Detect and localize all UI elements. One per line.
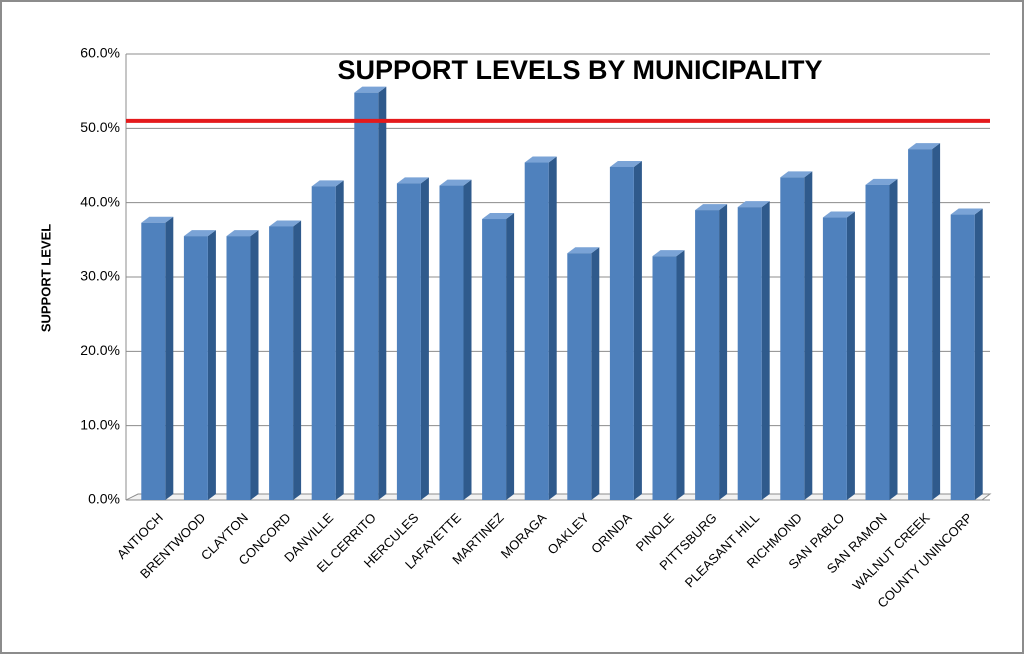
bar-top	[695, 204, 728, 211]
bar	[524, 162, 549, 500]
bar-top	[226, 230, 259, 237]
bar-side	[846, 211, 855, 501]
bar-side	[974, 208, 983, 500]
bar-side	[420, 177, 429, 500]
bar-side	[761, 201, 770, 501]
bar	[141, 222, 166, 500]
bar-side	[463, 179, 472, 500]
bar-side	[591, 247, 600, 500]
bar	[950, 214, 975, 500]
bar-side	[719, 204, 728, 500]
bar-side	[676, 250, 685, 500]
bar-side	[633, 160, 642, 500]
bar-top	[524, 156, 557, 163]
y-tick-label: 40.0%	[80, 193, 120, 209]
bar-top	[567, 247, 600, 254]
bar	[822, 217, 847, 501]
y-tick-label: 50.0%	[80, 119, 120, 135]
bar-side	[335, 180, 344, 500]
bar	[780, 177, 805, 501]
bar	[652, 256, 677, 500]
bar-side	[165, 216, 174, 500]
bar	[183, 236, 208, 500]
bar	[311, 186, 336, 500]
bar-side	[506, 213, 515, 500]
bar-side	[932, 143, 941, 500]
bar-top	[865, 178, 898, 185]
bar-top	[141, 216, 174, 223]
bar	[396, 183, 421, 500]
bar-side	[207, 230, 216, 500]
bar	[354, 92, 379, 501]
bar-top	[311, 180, 344, 187]
bar	[737, 207, 762, 501]
y-tick-label: 0.0%	[88, 491, 120, 507]
bar	[439, 185, 464, 500]
bar	[865, 184, 890, 500]
bar-top	[652, 250, 685, 257]
bar-side	[889, 178, 898, 500]
bar	[226, 236, 251, 500]
bar-top	[780, 171, 813, 178]
y-tick-label: 30.0%	[80, 268, 120, 284]
y-tick-label: 60.0%	[80, 45, 120, 61]
chart-title: SUPPORT LEVELS BY MUNICIPALITY	[337, 55, 822, 85]
y-tick-label: 10.0%	[80, 416, 120, 432]
bar-side	[378, 86, 387, 501]
bar-top	[609, 160, 642, 167]
bar-top	[354, 86, 387, 93]
bar-top	[396, 177, 429, 184]
bar-top	[908, 143, 941, 150]
bar-top	[737, 201, 770, 208]
bar	[609, 166, 634, 500]
bar	[482, 219, 507, 500]
bar-top	[439, 179, 472, 186]
bar-side	[250, 230, 259, 500]
bar-top	[822, 211, 855, 218]
bar-top	[183, 230, 216, 237]
bar-side	[293, 220, 302, 500]
y-tick-label: 20.0%	[80, 342, 120, 358]
bar-top	[482, 213, 515, 220]
bar-side	[804, 171, 813, 501]
bar	[567, 253, 592, 500]
y-axis-label: SUPPORT LEVEL	[38, 224, 53, 332]
bar	[269, 226, 294, 500]
bar-side	[548, 156, 557, 500]
bar	[695, 210, 720, 500]
bar-top	[950, 208, 983, 215]
bar-top	[269, 220, 302, 227]
bar	[908, 149, 933, 500]
